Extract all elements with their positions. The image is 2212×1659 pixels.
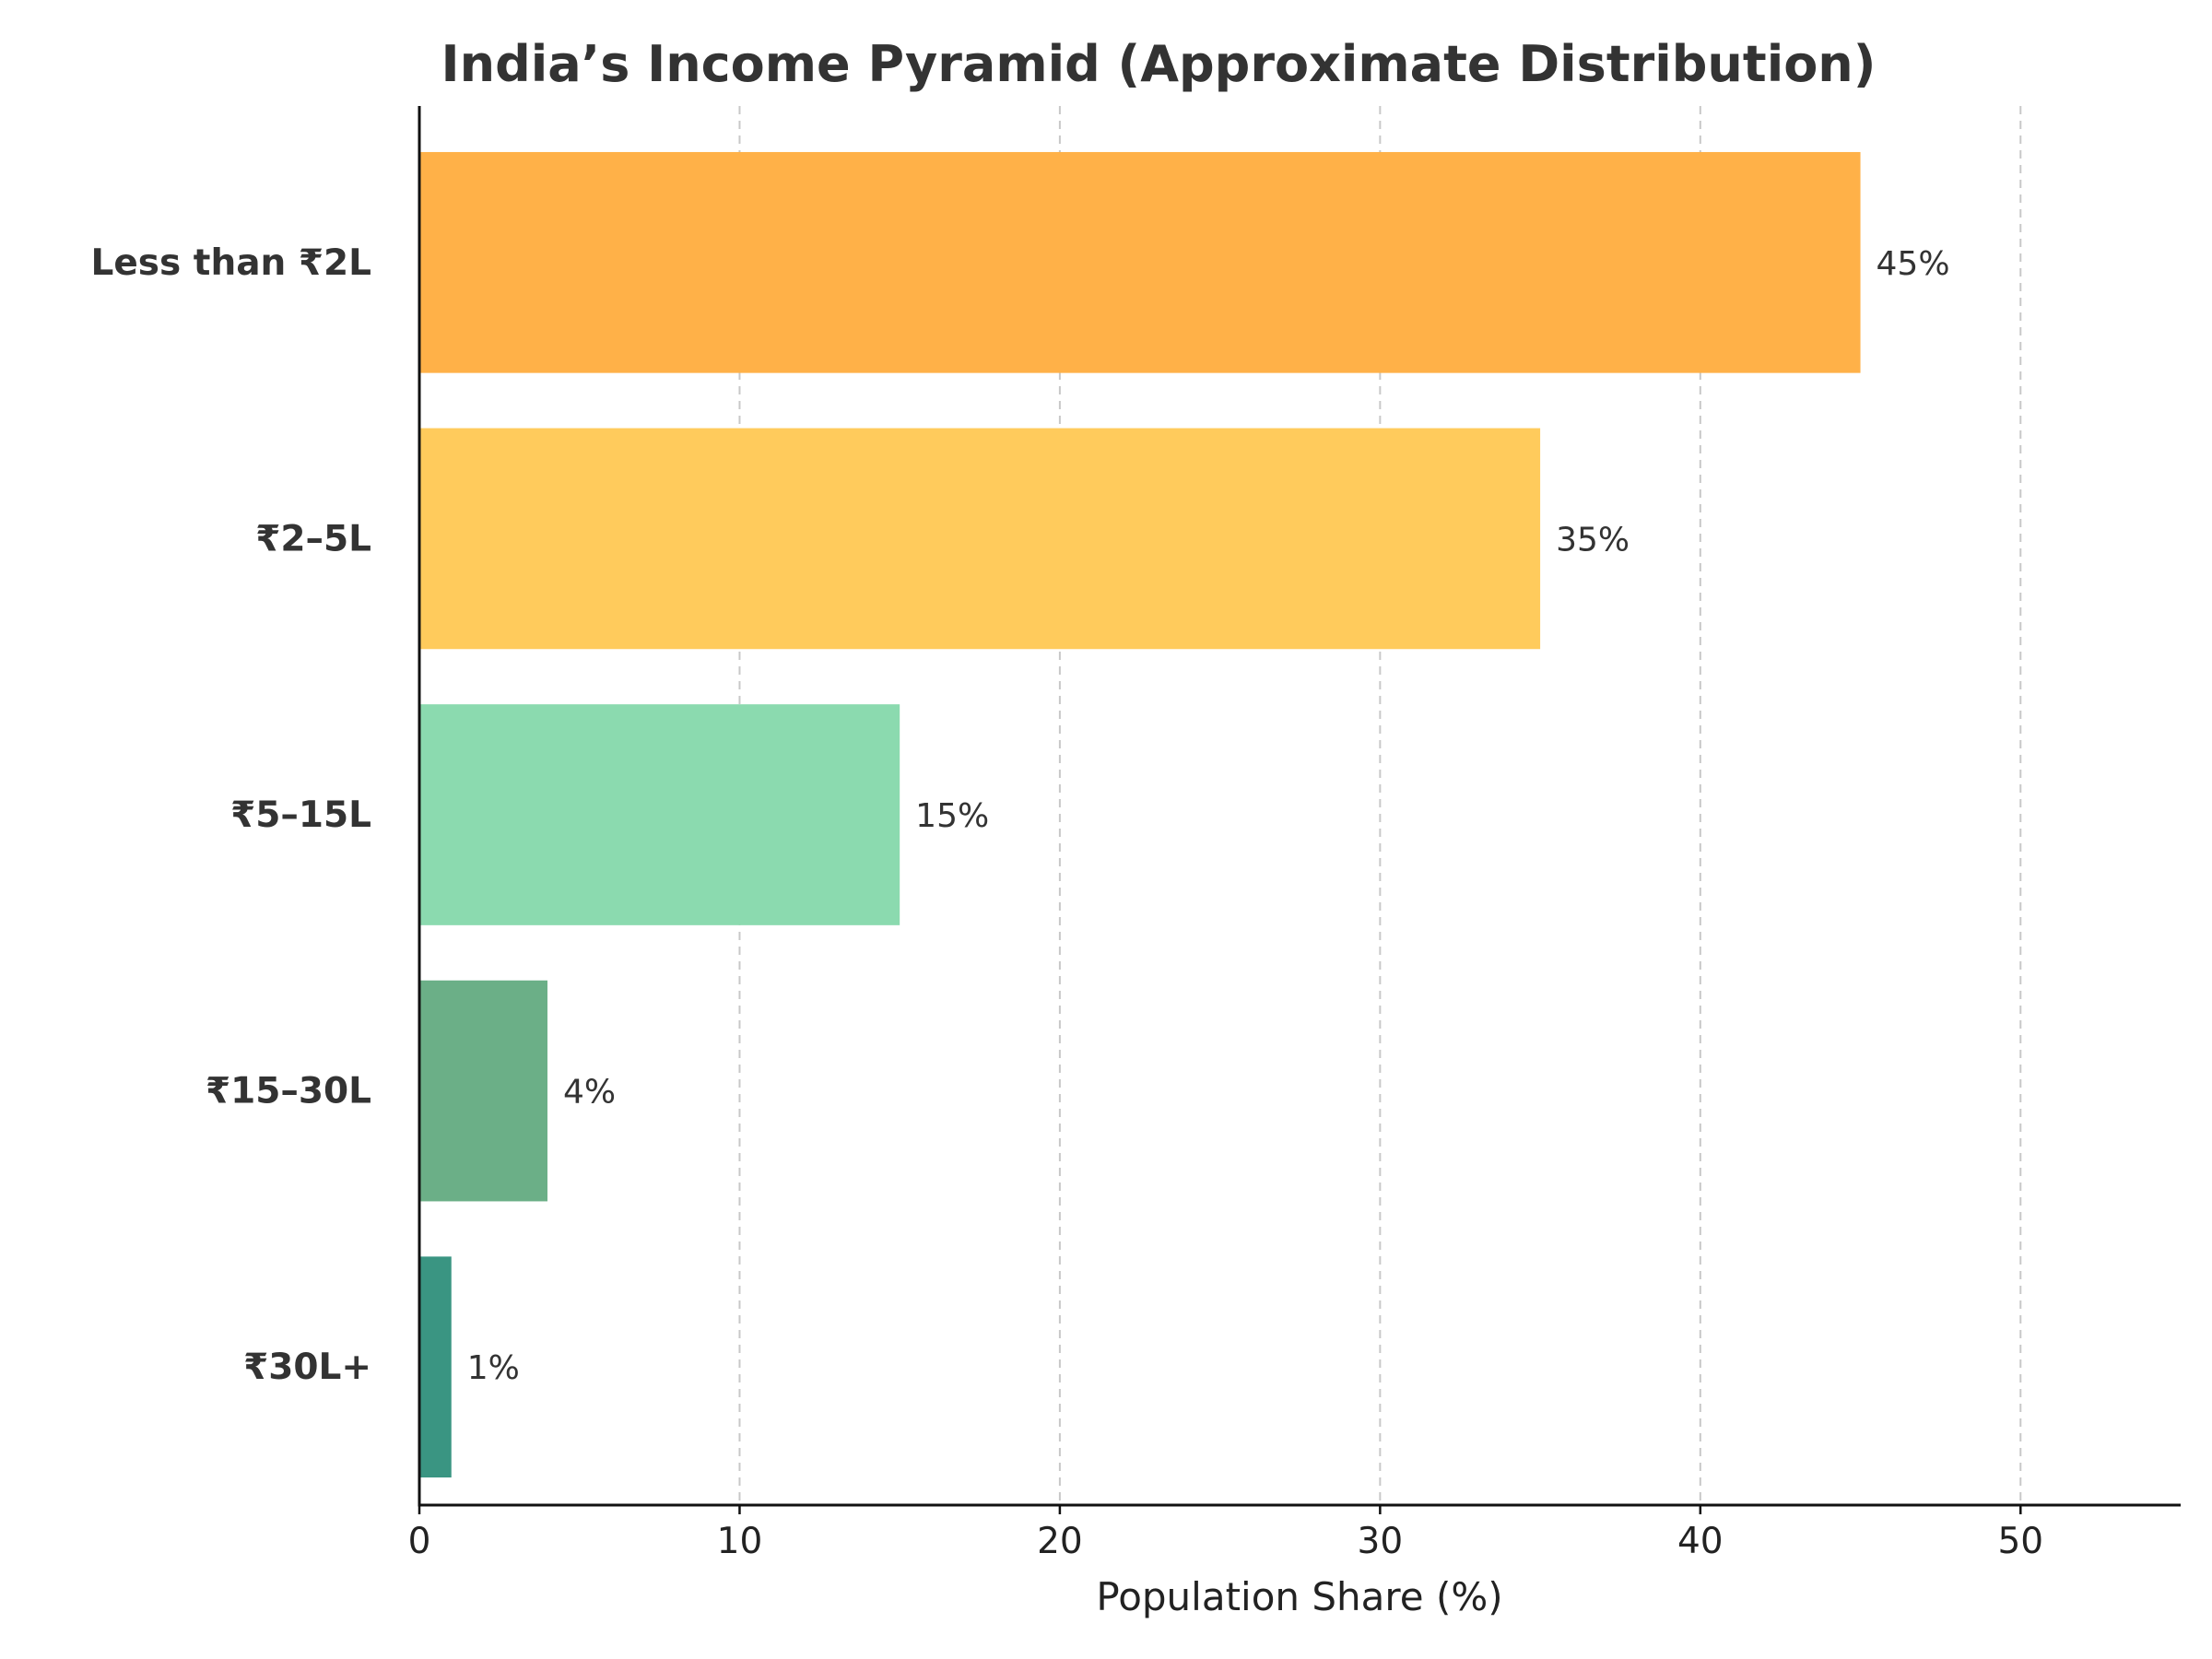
x-ticks: 0 10 20 30 40 50 [408, 1505, 2043, 1562]
value-label-3: 4% [563, 1074, 616, 1112]
chart-title: India’s Income Pyramid (Approximate Dist… [441, 35, 1877, 93]
x-tick-label-40: 40 [1677, 1521, 1724, 1562]
x-tick-label-0: 0 [408, 1521, 431, 1562]
value-label-2: 15% [915, 797, 989, 835]
category-label-0: Less than ₹2L [91, 242, 372, 284]
value-label-0: 45% [1877, 245, 1950, 283]
axes [418, 106, 2181, 1507]
bar-3 [419, 980, 547, 1202]
x-tick-label-50: 50 [1997, 1521, 2043, 1562]
value-label-4: 1% [467, 1349, 520, 1387]
bar-4 [419, 1256, 452, 1478]
category-labels: Less than ₹2L ₹2–5L ₹5–15L ₹15–30L ₹30L+ [91, 242, 372, 1388]
category-label-2: ₹5–15L [230, 794, 371, 836]
value-label-1: 35% [1556, 521, 1630, 559]
category-label-3: ₹15–30L [206, 1071, 371, 1112]
bar-2 [419, 704, 900, 925]
bars [419, 151, 1861, 1478]
bar-0 [419, 151, 1861, 373]
value-labels: 45% 35% 15% 4% 1% [467, 245, 1950, 1387]
x-tick-label-10: 10 [717, 1521, 763, 1562]
x-tick-label-30: 30 [1358, 1521, 1404, 1562]
x-tick-label-20: 20 [1037, 1521, 1083, 1562]
category-label-4: ₹30L+ [243, 1347, 371, 1388]
category-label-1: ₹2–5L [255, 518, 371, 559]
x-axis-title: Population Share (%) [1096, 1574, 1502, 1619]
bar-1 [419, 428, 1541, 650]
